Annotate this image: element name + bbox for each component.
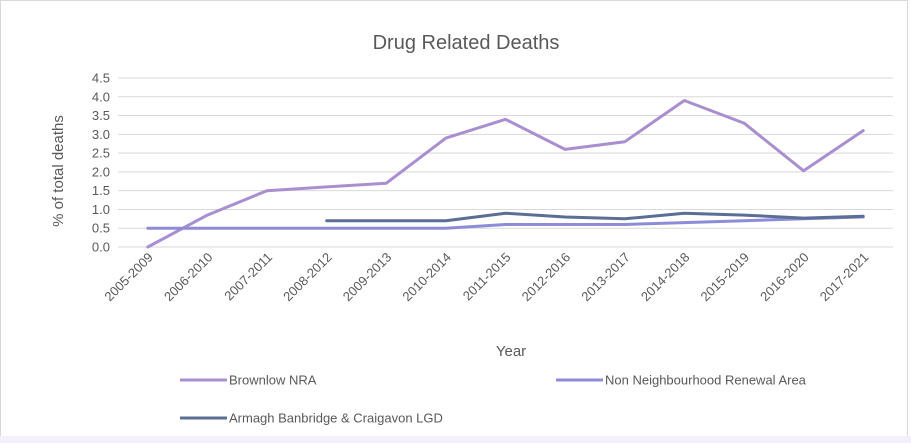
series-line-1 — [146, 99, 865, 249]
x-tick-label: 2016-2020 — [757, 250, 812, 305]
x-tick-label: 2015-2019 — [698, 250, 753, 305]
x-tick-label: 2006-2010 — [161, 250, 216, 305]
y-tick-label: 1.5 — [92, 183, 110, 198]
x-tick-label: 2010-2014 — [399, 250, 454, 305]
series-line-2 — [146, 215, 865, 230]
gridlines — [118, 77, 893, 248]
x-tick-label: 2008-2012 — [280, 250, 335, 305]
x-tick-label: 2005-2009 — [101, 250, 156, 305]
chart-title: Drug Related Deaths — [373, 32, 560, 54]
x-tick-label: 2017-2021 — [817, 250, 872, 305]
legend: Brownlow NRA Non Neighbourhood Renewal Ar… — [180, 373, 807, 426]
y-tick-label: 3.0 — [92, 127, 110, 142]
y-tick-label: 0.5 — [92, 221, 110, 236]
y-tick-label: 4.5 — [92, 71, 110, 86]
series-lines — [146, 99, 865, 249]
series-line-3 — [325, 211, 865, 223]
x-tick-label: 2009-2013 — [340, 250, 395, 305]
y-axis-ticks: 0.0 0.5 1.0 1.5 2.0 2.5 3.0 3.5 4.0 4.5 — [92, 71, 110, 255]
x-tick-label: 2011-2015 — [460, 250, 514, 304]
legend-label: Armagh Banbridge & Craigavon LGD — [229, 411, 443, 426]
y-axis-title: % of total deaths — [50, 115, 67, 227]
y-tick-label: 1.0 — [92, 202, 110, 217]
y-tick-label: 0.0 — [92, 240, 110, 255]
y-tick-label: 2.0 — [92, 164, 110, 179]
y-tick-label: 2.5 — [92, 146, 110, 161]
x-tick-label: 2013-2017 — [578, 250, 633, 305]
x-axis-title: Year — [496, 343, 526, 360]
x-tick-label: 2007-2011 — [221, 250, 275, 304]
legend-label: Brownlow NRA — [229, 373, 317, 388]
bottom-strip — [0, 436, 911, 443]
y-tick-label: 3.5 — [92, 108, 110, 123]
legend-label: Non Neighbourhood Renewal Area — [605, 373, 807, 388]
x-tick-label: 2014-2018 — [638, 250, 693, 305]
x-tick-label: 2012-2016 — [519, 250, 574, 305]
x-axis-ticks: 2005-2009 2006-2010 2007-2011 2008-2012 2009… — [101, 250, 871, 305]
y-tick-label: 4.0 — [92, 89, 110, 104]
